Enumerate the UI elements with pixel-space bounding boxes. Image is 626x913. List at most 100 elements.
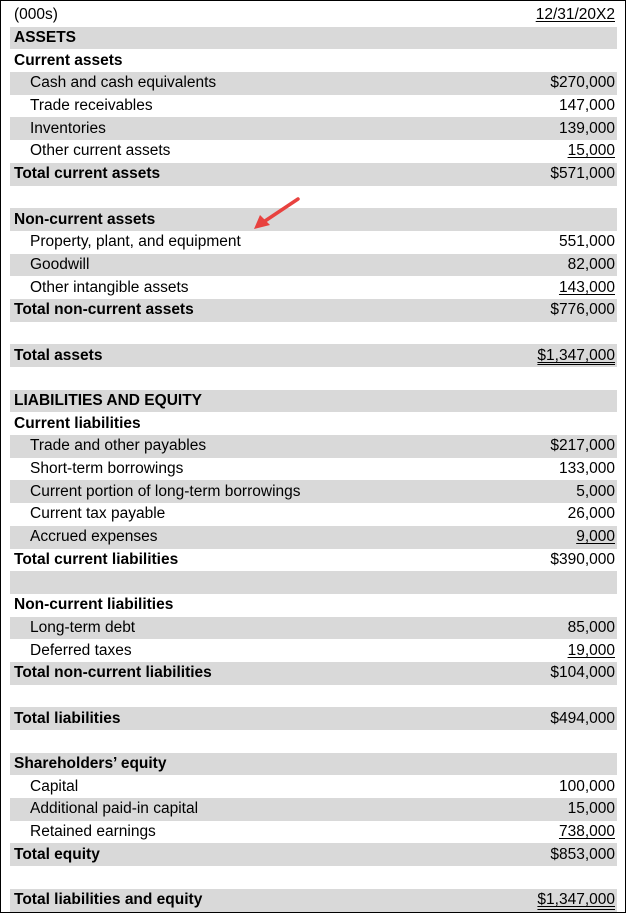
row-value: 143,000 — [558, 278, 615, 296]
row-label: Accrued expenses — [30, 528, 158, 546]
row-value: $270,000 — [550, 74, 615, 92]
row-label: Total equity — [14, 845, 100, 863]
line-item-row: Inventories 139,000 — [10, 117, 617, 141]
units-label: (000s) — [14, 6, 58, 24]
row-value: $1,347,000 — [537, 346, 615, 364]
spacer-row — [10, 322, 617, 345]
row-value: 100,000 — [558, 777, 615, 795]
row-value: 9,000 — [576, 528, 615, 546]
row-label: Goodwill — [30, 255, 90, 273]
total-row: Total liabilities $494,000 — [10, 707, 617, 730]
red-arrow-icon — [254, 197, 300, 229]
row-label: Deferred taxes — [30, 641, 132, 659]
section-heading: ASSETS — [10, 26, 617, 50]
row-label: Cash and cash equivalents — [30, 74, 217, 92]
row-label: Current tax payable — [30, 505, 166, 523]
row-label: Other current assets — [30, 142, 171, 160]
total-row: Total current liabilities $390,000 — [10, 549, 617, 572]
row-label: Total liabilities — [14, 709, 121, 727]
line-item-row: Short-term borrowings 133,000 — [10, 458, 617, 481]
row-label: Total assets — [14, 346, 103, 364]
row-label: Total non-current liabilities — [14, 664, 212, 682]
statement-rows: ASSETS Current assets Cash and cash equiva… — [1, 26, 625, 912]
row-value: $1,347,000 — [537, 891, 615, 909]
date-column-header: 12/31/20X2 — [535, 6, 615, 24]
row-label: Short-term borrowings — [30, 460, 184, 478]
header-row: (000s) 12/31/20X2 — [10, 4, 617, 27]
line-item-row: Long-term debt 85,000 — [10, 616, 617, 640]
row-value: 5,000 — [576, 482, 615, 500]
row-label: Total current liabilities — [14, 550, 179, 568]
row-value: 139,000 — [558, 119, 615, 137]
spacer-row — [10, 186, 617, 209]
row-value: 15,000 — [567, 800, 615, 818]
row-value: 133,000 — [558, 460, 615, 478]
row-value: 85,000 — [567, 618, 615, 636]
row-value: $571,000 — [550, 165, 615, 183]
total-row: Total non-current assets $776,000 — [10, 298, 617, 322]
line-item-row: Deferred taxes 19,000 — [10, 639, 617, 662]
row-value: 82,000 — [567, 255, 615, 273]
spacer-row — [10, 866, 617, 889]
row-label: Capital — [30, 777, 79, 795]
line-item-row: Goodwill 82,000 — [10, 253, 617, 277]
line-item-row: Capital 100,000 — [10, 775, 617, 798]
section-heading: Current liabilities — [10, 412, 617, 435]
line-item-row: Property, plant, and equipment 551,000 — [10, 231, 617, 254]
row-label: Trade receivables — [30, 97, 153, 115]
row-value: $104,000 — [550, 664, 615, 682]
row-label: Property, plant, and equipment — [30, 233, 241, 251]
row-value: $217,000 — [550, 437, 615, 455]
section-heading: LIABILITIES AND EQUITY — [10, 389, 617, 413]
line-item-row: Accrued expenses 9,000 — [10, 525, 617, 549]
row-label: Trade and other payables — [30, 437, 207, 455]
line-item-row: Other intangible assets 143,000 — [10, 276, 617, 299]
row-label: Total liabilities and equity — [14, 891, 203, 909]
row-value: 15,000 — [567, 142, 615, 160]
line-item-row: Additional paid-in capital 15,000 — [10, 798, 617, 821]
section-heading: Non-current liabilities — [10, 594, 617, 617]
row-label: Current liabilities — [14, 414, 141, 432]
section-heading: Shareholders’ equity — [10, 752, 617, 776]
row-label: Current portion of long-term borrowings — [30, 482, 301, 500]
row-label: Non-current assets — [14, 210, 156, 228]
row-label: ASSETS — [14, 29, 77, 47]
row-label: Inventories — [30, 119, 106, 137]
row-value: $853,000 — [550, 845, 615, 863]
row-value: 19,000 — [567, 641, 615, 659]
total-row: Total assets $1,347,000 — [10, 344, 617, 367]
row-value: 551,000 — [558, 233, 615, 251]
row-value: $494,000 — [550, 709, 615, 727]
line-item-row: Current tax payable 26,000 — [10, 503, 617, 526]
row-value: $776,000 — [550, 301, 615, 319]
row-label: Shareholders’ equity — [14, 755, 167, 773]
total-row: Total current assets $571,000 — [10, 162, 617, 186]
line-item-row: Other current assets 15,000 — [10, 140, 617, 163]
spacer-row — [10, 730, 617, 753]
row-label: Non-current liabilities — [14, 596, 174, 614]
total-row: Total equity $853,000 — [10, 843, 617, 867]
row-label: Total non-current assets — [14, 301, 194, 319]
line-item-row: Cash and cash equivalents $270,000 — [10, 72, 617, 95]
row-label: Other intangible assets — [30, 278, 189, 296]
total-row: Total non-current liabilities $104,000 — [10, 661, 617, 685]
spacer-row — [10, 685, 617, 708]
line-item-row: Trade and other payables $217,000 — [10, 435, 617, 458]
spacer-row — [10, 571, 617, 594]
row-value: 147,000 — [558, 97, 615, 115]
section-heading: Non-current assets — [10, 208, 617, 231]
section-heading: Current assets — [10, 49, 617, 72]
row-label: LIABILITIES AND EQUITY — [14, 392, 203, 410]
total-row: Total liabilities and equity $1,347,000 — [10, 888, 617, 912]
row-label: Total current assets — [14, 165, 161, 183]
line-item-row: Retained earnings 738,000 — [10, 821, 617, 844]
spacer-row — [10, 367, 617, 390]
line-item-row: Current portion of long-term borrowings 5… — [10, 480, 617, 504]
row-value: $390,000 — [550, 550, 615, 568]
line-item-row: Trade receivables 147,000 — [10, 95, 617, 118]
row-value: 738,000 — [558, 823, 615, 841]
row-value: 26,000 — [567, 505, 615, 523]
row-label: Retained earnings — [30, 823, 156, 841]
row-label: Additional paid-in capital — [30, 800, 199, 818]
